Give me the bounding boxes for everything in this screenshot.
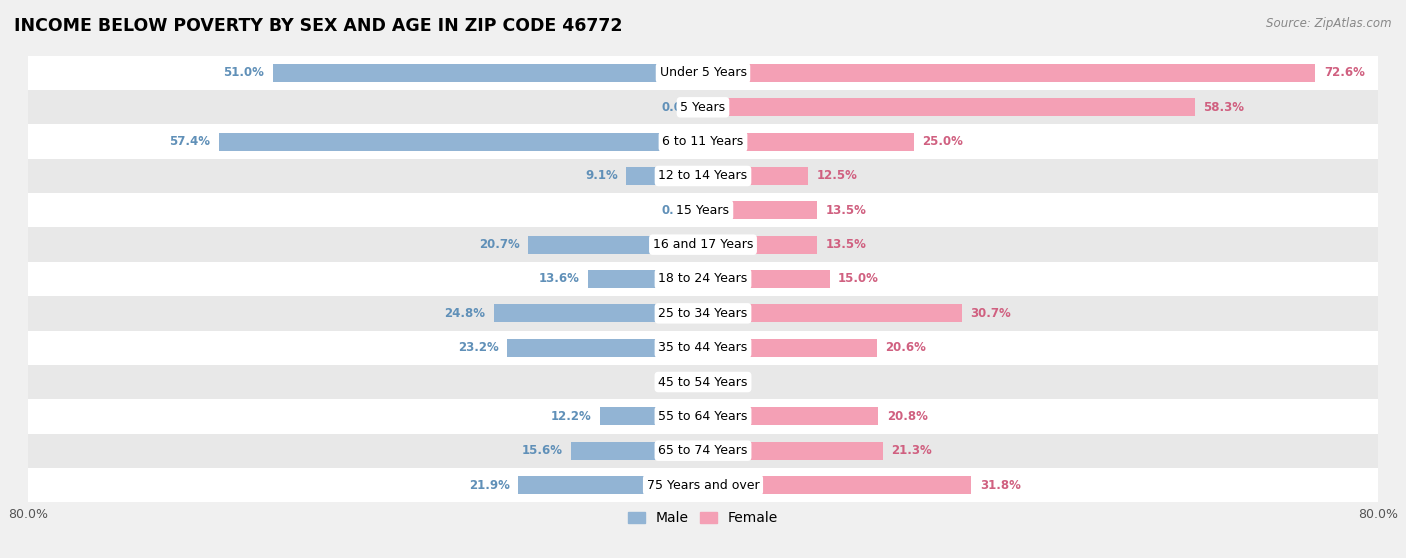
Bar — [273, 64, 703, 82]
Text: 20.6%: 20.6% — [886, 341, 927, 354]
Bar — [571, 442, 703, 460]
Text: 12 to 14 Years: 12 to 14 Years — [658, 170, 748, 182]
Text: 5 Years: 5 Years — [681, 101, 725, 114]
Text: 35 to 44 Years: 35 to 44 Years — [658, 341, 748, 354]
Text: 75 Years and over: 75 Years and over — [647, 479, 759, 492]
Text: 58.3%: 58.3% — [1204, 101, 1244, 114]
Bar — [28, 468, 1378, 502]
Text: 20.7%: 20.7% — [479, 238, 520, 251]
Bar — [28, 228, 1378, 262]
Bar — [703, 305, 962, 323]
Text: 12.5%: 12.5% — [817, 170, 858, 182]
Bar — [28, 434, 1378, 468]
Text: 51.0%: 51.0% — [224, 66, 264, 79]
Bar — [519, 476, 703, 494]
Text: 0.0%: 0.0% — [662, 376, 695, 388]
Text: 15 Years: 15 Years — [676, 204, 730, 217]
Bar — [28, 56, 1378, 90]
Bar — [529, 235, 703, 253]
Text: 57.4%: 57.4% — [169, 135, 211, 148]
Text: 45 to 54 Years: 45 to 54 Years — [658, 376, 748, 388]
Text: 24.8%: 24.8% — [444, 307, 485, 320]
Bar — [494, 305, 703, 323]
Bar — [703, 270, 830, 288]
Text: 65 to 74 Years: 65 to 74 Years — [658, 444, 748, 457]
Bar — [626, 167, 703, 185]
Text: 0.0%: 0.0% — [662, 204, 695, 217]
Text: 21.9%: 21.9% — [470, 479, 510, 492]
Bar — [28, 124, 1378, 159]
Text: 15.6%: 15.6% — [522, 444, 562, 457]
Text: 25 to 34 Years: 25 to 34 Years — [658, 307, 748, 320]
Text: 0.0%: 0.0% — [662, 101, 695, 114]
Bar — [219, 133, 703, 151]
Text: Source: ZipAtlas.com: Source: ZipAtlas.com — [1267, 17, 1392, 30]
Bar — [703, 442, 883, 460]
Bar — [703, 339, 877, 357]
Text: 6 to 11 Years: 6 to 11 Years — [662, 135, 744, 148]
Bar — [508, 339, 703, 357]
Bar — [28, 399, 1378, 434]
Bar — [28, 90, 1378, 124]
Text: 0.0%: 0.0% — [711, 376, 744, 388]
Bar — [28, 159, 1378, 193]
Bar — [28, 365, 1378, 399]
Text: 9.1%: 9.1% — [585, 170, 617, 182]
Bar — [703, 201, 817, 219]
Text: 55 to 64 Years: 55 to 64 Years — [658, 410, 748, 423]
Legend: Male, Female: Male, Female — [623, 506, 783, 531]
Text: Under 5 Years: Under 5 Years — [659, 66, 747, 79]
Text: 13.6%: 13.6% — [538, 272, 579, 286]
Text: 18 to 24 Years: 18 to 24 Years — [658, 272, 748, 286]
Bar — [703, 235, 817, 253]
Text: 72.6%: 72.6% — [1324, 66, 1365, 79]
Text: 23.2%: 23.2% — [458, 341, 499, 354]
Text: 25.0%: 25.0% — [922, 135, 963, 148]
Bar — [28, 296, 1378, 330]
Text: 16 and 17 Years: 16 and 17 Years — [652, 238, 754, 251]
Bar — [28, 193, 1378, 228]
Bar — [588, 270, 703, 288]
Bar — [600, 407, 703, 425]
Text: INCOME BELOW POVERTY BY SEX AND AGE IN ZIP CODE 46772: INCOME BELOW POVERTY BY SEX AND AGE IN Z… — [14, 17, 623, 35]
Bar — [703, 407, 879, 425]
Text: 21.3%: 21.3% — [891, 444, 932, 457]
Text: 13.5%: 13.5% — [825, 238, 866, 251]
Bar — [703, 98, 1195, 116]
Bar — [703, 476, 972, 494]
Bar — [28, 262, 1378, 296]
Bar — [28, 330, 1378, 365]
Text: 31.8%: 31.8% — [980, 479, 1021, 492]
Text: 30.7%: 30.7% — [970, 307, 1011, 320]
Text: 13.5%: 13.5% — [825, 204, 866, 217]
Text: 20.8%: 20.8% — [887, 410, 928, 423]
Bar — [703, 133, 914, 151]
Text: 12.2%: 12.2% — [551, 410, 592, 423]
Text: 15.0%: 15.0% — [838, 272, 879, 286]
Bar — [703, 64, 1316, 82]
Bar — [703, 167, 808, 185]
